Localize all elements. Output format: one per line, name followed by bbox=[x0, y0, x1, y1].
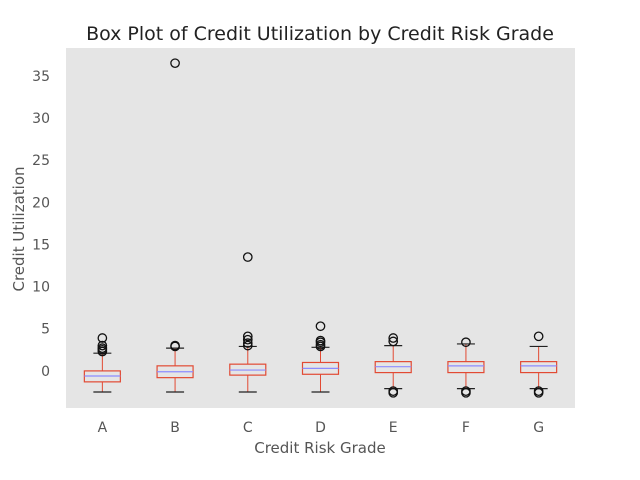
iqr-box bbox=[520, 361, 558, 374]
outlier-point bbox=[388, 333, 399, 343]
outlier-point bbox=[97, 343, 108, 353]
outlier-point bbox=[242, 338, 253, 348]
y-tick-label: 30 bbox=[32, 111, 50, 127]
outlier-point bbox=[97, 340, 108, 351]
outlier-point bbox=[242, 340, 253, 351]
outlier-point bbox=[170, 58, 180, 69]
boxes-layer bbox=[83, 58, 558, 398]
outlier-point bbox=[533, 387, 544, 398]
box-B bbox=[156, 58, 194, 393]
outlier-point bbox=[388, 336, 399, 347]
box-D bbox=[301, 321, 340, 393]
x-tick-label: D bbox=[315, 420, 326, 436]
y-tick-label: 10 bbox=[32, 280, 50, 296]
outlier-point bbox=[315, 335, 326, 346]
outlier-point bbox=[461, 387, 471, 398]
x-axis-ticks: A B C D E F G bbox=[98, 420, 545, 436]
y-tick-label: 5 bbox=[41, 322, 50, 338]
y-tick-label: 25 bbox=[32, 153, 50, 169]
x-axis-label: Credit Risk Grade bbox=[254, 439, 385, 457]
y-tick-label: 35 bbox=[32, 69, 50, 85]
outlier-point bbox=[315, 321, 326, 332]
outlier-point bbox=[242, 331, 253, 342]
y-tick-label: 15 bbox=[32, 237, 50, 253]
box-G bbox=[520, 331, 558, 398]
outlier-point bbox=[97, 333, 108, 343]
outlier-point bbox=[533, 331, 544, 342]
x-tick-label: F bbox=[462, 420, 470, 436]
box-C bbox=[229, 252, 267, 393]
y-tick-label: 0 bbox=[41, 364, 50, 380]
x-tick-label: G bbox=[533, 420, 544, 436]
x-tick-label: A bbox=[98, 420, 108, 436]
iqr-box bbox=[447, 361, 485, 374]
outlier-point bbox=[315, 339, 326, 350]
x-tick-label: B bbox=[170, 420, 180, 436]
box-A bbox=[83, 333, 121, 393]
outlier-point bbox=[242, 252, 253, 262]
y-axis-ticks: 0 5 10 15 20 25 30 35 bbox=[32, 69, 50, 380]
x-tick-label: E bbox=[389, 420, 398, 436]
y-axis-label: Credit Utilization bbox=[10, 166, 28, 291]
outlier-point bbox=[242, 334, 253, 345]
box-F bbox=[447, 337, 485, 398]
box-E bbox=[374, 333, 412, 398]
x-tick-label: C bbox=[243, 420, 253, 436]
outlier-point bbox=[388, 387, 399, 398]
chart-title: Box Plot of Credit Utilization by Credit… bbox=[86, 23, 554, 45]
outlier-point bbox=[170, 340, 180, 351]
y-tick-label: 20 bbox=[32, 195, 50, 211]
outlier-point bbox=[461, 337, 471, 348]
